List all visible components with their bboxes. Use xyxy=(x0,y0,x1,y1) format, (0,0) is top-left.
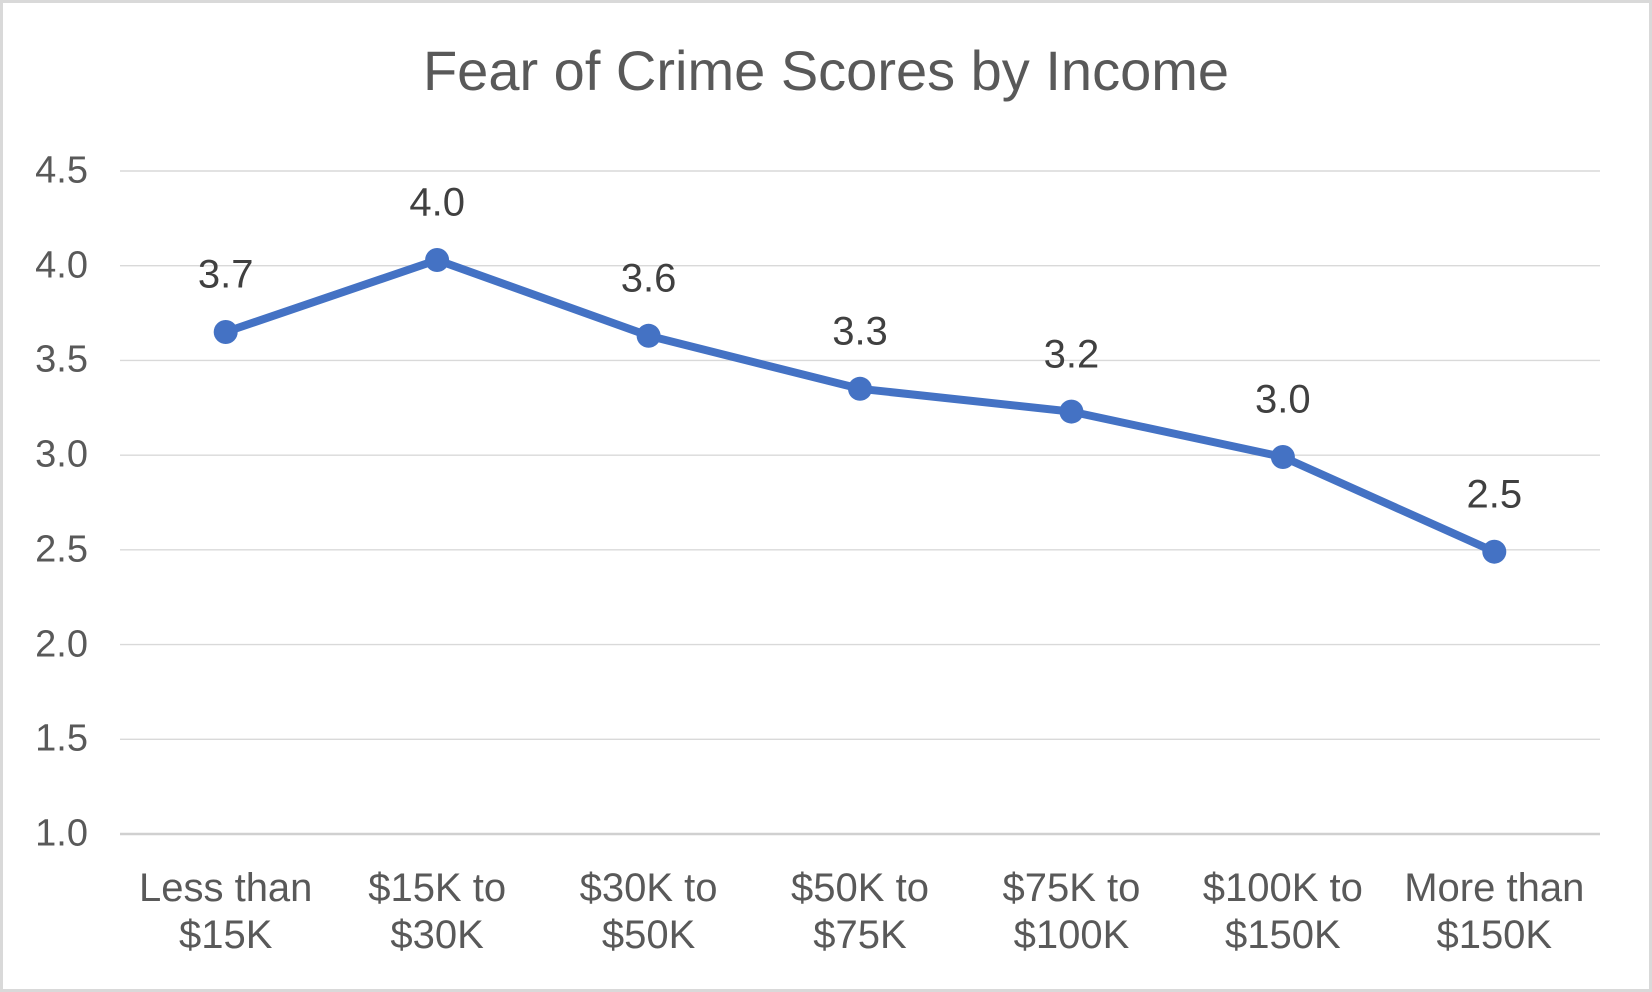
y-tick-label: 4.5 xyxy=(35,149,88,192)
x-category-label-line: $75K xyxy=(813,913,907,957)
x-category-label: $50K to $75K xyxy=(791,865,929,959)
x-category-label-line: $15K xyxy=(178,913,273,957)
y-tick-label: 1.5 xyxy=(35,717,88,760)
data-point-marker xyxy=(425,248,450,272)
x-category-label-line: $50K xyxy=(601,913,696,957)
data-point-marker xyxy=(1059,399,1084,424)
data-label: 4.0 xyxy=(409,180,465,225)
data-label: 2.5 xyxy=(1466,472,1523,517)
x-category-label: $30K to $50K xyxy=(580,865,718,959)
data-label: 3.7 xyxy=(197,252,254,297)
x-category-label: Less than $15K xyxy=(139,865,312,959)
y-tick-label: 3.5 xyxy=(35,338,88,381)
y-tick-label: 1.0 xyxy=(35,812,88,855)
x-category-label-line: $100K to xyxy=(1202,866,1363,910)
data-point-marker xyxy=(848,376,872,401)
x-category-label-line: $150K xyxy=(1436,913,1553,957)
x-category-label-line: $100K xyxy=(1013,913,1130,957)
y-tick-label: 2.5 xyxy=(35,528,88,571)
x-category-label-line: Less than xyxy=(138,866,313,910)
data-point-marker xyxy=(636,323,661,348)
data-label: 3.2 xyxy=(1043,332,1100,377)
line-chart-canvas xyxy=(120,170,1600,836)
y-tick-label: 2.0 xyxy=(35,623,88,666)
x-category-label-line: $75K to xyxy=(1002,866,1141,910)
data-point-marker xyxy=(1270,445,1295,469)
data-point-marker xyxy=(213,320,238,344)
x-category-label-line: More than xyxy=(1404,866,1585,910)
data-label: 3.3 xyxy=(832,309,888,354)
x-category-label-line: $50K to xyxy=(791,866,929,910)
x-category-label-line: $15K to xyxy=(368,866,507,910)
x-category-label: $15K to $30K xyxy=(368,865,506,959)
y-tick-label: 4.0 xyxy=(35,244,88,287)
data-point-marker xyxy=(1482,539,1507,564)
x-category-label: $100K to $150K xyxy=(1203,865,1363,959)
x-category-label: $75K to $100K xyxy=(1002,865,1140,959)
chart-title: Fear of Crime Scores by Income xyxy=(422,39,1230,102)
data-label: 3.0 xyxy=(1255,377,1311,422)
x-category-label: More than $150K xyxy=(1404,865,1584,959)
y-tick-label: 3.0 xyxy=(35,433,88,476)
x-category-label-line: $30K xyxy=(390,913,484,957)
x-category-label-line: $30K to xyxy=(579,866,718,910)
x-category-label-line: $150K xyxy=(1225,913,1341,957)
data-label: 3.6 xyxy=(620,256,677,301)
